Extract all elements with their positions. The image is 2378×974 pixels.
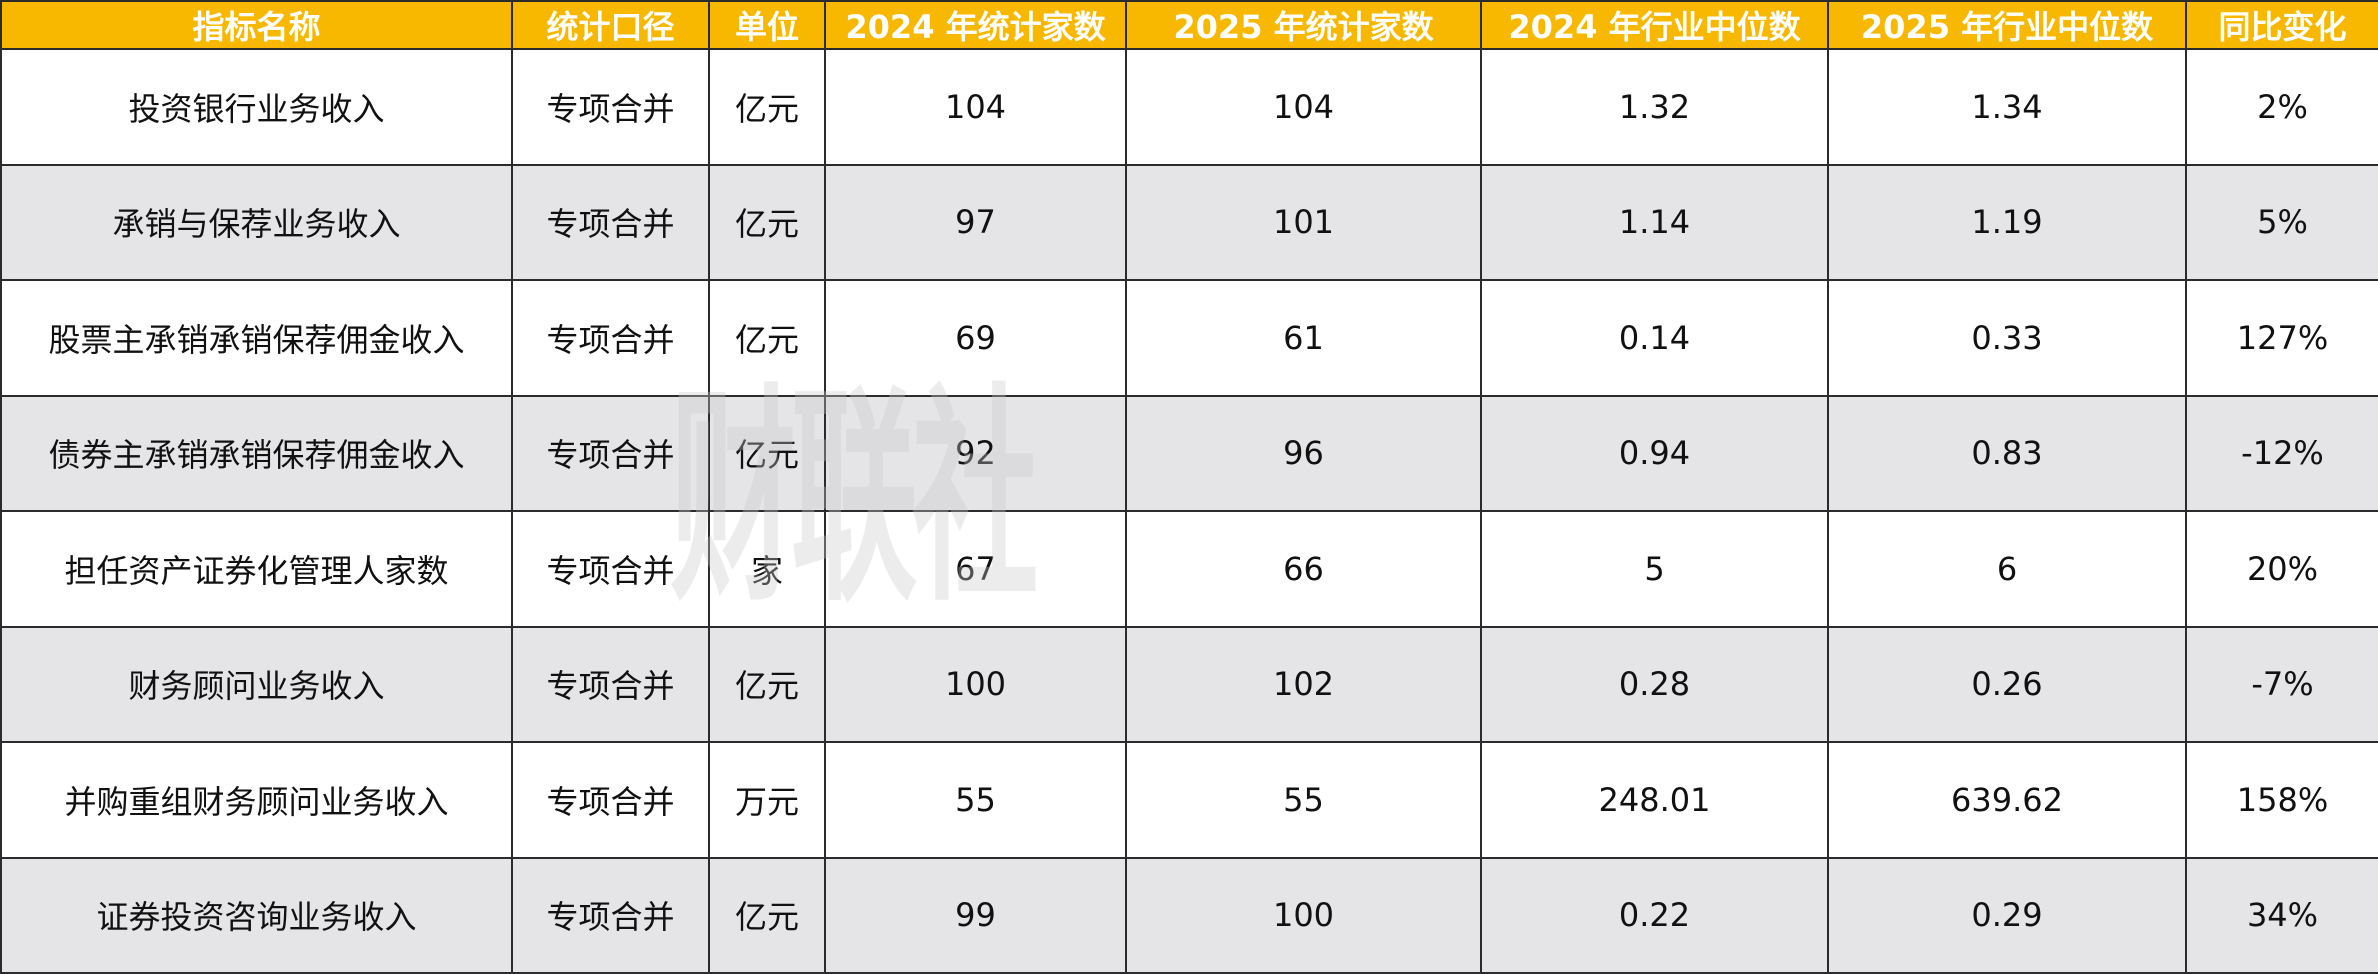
table-cell: 证券投资咨询业务收入 bbox=[0, 856, 513, 974]
table-cell: 亿元 bbox=[708, 625, 826, 743]
table-cell: 专项合并 bbox=[511, 741, 710, 859]
table-cell: 104 bbox=[1125, 48, 1482, 166]
table-cell: 97 bbox=[824, 163, 1127, 281]
header-cell: 指标名称 bbox=[0, 0, 513, 50]
table-cell: 100 bbox=[824, 625, 1127, 743]
table-cell: 亿元 bbox=[708, 394, 826, 512]
table-row: 证券投资咨询业务收入 专项合并 亿元 99 100 0.22 0.29 34% bbox=[0, 856, 2378, 974]
table-cell: 家 bbox=[708, 510, 826, 628]
table-cell: 1.34 bbox=[1827, 48, 2187, 166]
table-cell: 1.19 bbox=[1827, 163, 2187, 281]
table-cell: 亿元 bbox=[708, 856, 826, 974]
table-cell: 69 bbox=[824, 279, 1127, 397]
header-cell: 2024 年统计家数 bbox=[824, 0, 1127, 50]
table-cell: 0.22 bbox=[1480, 856, 1829, 974]
table-cell: 101 bbox=[1125, 163, 1482, 281]
table-cell: 102 bbox=[1125, 625, 1482, 743]
table-cell: 5% bbox=[2185, 163, 2378, 281]
table-cell: 担任资产证券化管理人家数 bbox=[0, 510, 513, 628]
table-row: 股票主承销承销保荐佣金收入 专项合并 亿元 69 61 0.14 0.33 127% bbox=[0, 279, 2378, 397]
table-cell: -12% bbox=[2185, 394, 2378, 512]
table-cell: 专项合并 bbox=[511, 48, 710, 166]
table-cell: 2% bbox=[2185, 48, 2378, 166]
table-cell: 158% bbox=[2185, 741, 2378, 859]
table-cell: 55 bbox=[824, 741, 1127, 859]
table-cell: 639.62 bbox=[1827, 741, 2187, 859]
header-cell: 2025 年行业中位数 bbox=[1827, 0, 2187, 50]
header-cell: 同比变化 bbox=[2185, 0, 2378, 50]
table-cell: 股票主承销承销保荐佣金收入 bbox=[0, 279, 513, 397]
table-cell: 66 bbox=[1125, 510, 1482, 628]
table-cell: 1.14 bbox=[1480, 163, 1829, 281]
table-cell: 亿元 bbox=[708, 279, 826, 397]
header-row: 指标名称 统计口径 单位 2024 年统计家数 2025 年统计家数 2024 年行业中位… bbox=[0, 0, 2378, 50]
table-cell: 专项合并 bbox=[511, 163, 710, 281]
table-cell: 20% bbox=[2185, 510, 2378, 628]
table-cell: 96 bbox=[1125, 394, 1482, 512]
table-cell: 34% bbox=[2185, 856, 2378, 974]
table-row: 担任资产证券化管理人家数 专项合并家 67 66 5 6 20% bbox=[0, 510, 2378, 628]
table-cell: 0.26 bbox=[1827, 625, 2187, 743]
table-row: 承销与保荐业务收入 专项合并 亿元 97 101 1.14 1.19 5% bbox=[0, 163, 2378, 281]
table-cell: 亿元 bbox=[708, 163, 826, 281]
table-cell: 亿元 bbox=[708, 48, 826, 166]
table-cell: 0.29 bbox=[1827, 856, 2187, 974]
header-cell: 单位 bbox=[708, 0, 826, 50]
table-cell: 5 bbox=[1480, 510, 1829, 628]
table-cell: 92 bbox=[824, 394, 1127, 512]
table-cell: 专项合并 bbox=[511, 856, 710, 974]
table-cell: 并购重组财务顾问业务收入 bbox=[0, 741, 513, 859]
table-cell: 专项合并 bbox=[511, 510, 710, 628]
table-cell: 1.32 bbox=[1480, 48, 1829, 166]
table-cell: 0.94 bbox=[1480, 394, 1829, 512]
table-cell: 债券主承销承销保荐佣金收入 bbox=[0, 394, 513, 512]
table-cell: 67 bbox=[824, 510, 1127, 628]
table-cell: 投资银行业务收入 bbox=[0, 48, 513, 166]
table-cell: 104 bbox=[824, 48, 1127, 166]
table-cell: 99 bbox=[824, 856, 1127, 974]
table-row: 债券主承销承销保荐佣金收入 专项合并 亿元 92 96 0.94 0.83 -12% bbox=[0, 394, 2378, 512]
header-cell: 2025 年统计家数 bbox=[1125, 0, 1482, 50]
table-cell: 专项合并 bbox=[511, 394, 710, 512]
header-cell: 2024 年行业中位数 bbox=[1480, 0, 1829, 50]
table-row: 财务顾问业务收入 专项合并 亿元 100 102 0.28 0.26 -7% bbox=[0, 625, 2378, 743]
table-row: 投资银行业务收入 专项合并 亿元 104 104 1.32 1.34 2% bbox=[0, 48, 2378, 166]
table-cell: 0.28 bbox=[1480, 625, 1829, 743]
table-cell: 万元 bbox=[708, 741, 826, 859]
table-cell: 0.33 bbox=[1827, 279, 2187, 397]
table-cell: 0.83 bbox=[1827, 394, 2187, 512]
table-cell: 承销与保荐业务收入 bbox=[0, 163, 513, 281]
table-cell: 100 bbox=[1125, 856, 1482, 974]
table-cell: 6 bbox=[1827, 510, 2187, 628]
table-cell: 55 bbox=[1125, 741, 1482, 859]
table-cell: 0.14 bbox=[1480, 279, 1829, 397]
table-cell: 61 bbox=[1125, 279, 1482, 397]
table-cell: 127% bbox=[2185, 279, 2378, 397]
table-row: 并购重组财务顾问业务收入 专项合并 万元 55 55 248.01 639.62 158% bbox=[0, 741, 2378, 859]
table-cell: 248.01 bbox=[1480, 741, 1829, 859]
table-body: 投资银行业务收入 专项合并 亿元 104 104 1.32 1.34 2% 承销与保荐业务收入专… bbox=[0, 48, 2378, 974]
table-cell: 财务顾问业务收入 bbox=[0, 625, 513, 743]
header-cell: 统计口径 bbox=[511, 0, 710, 50]
table-cell: 专项合并 bbox=[511, 279, 710, 397]
table-cell: -7% bbox=[2185, 625, 2378, 743]
table-cell: 专项合并 bbox=[511, 625, 710, 743]
